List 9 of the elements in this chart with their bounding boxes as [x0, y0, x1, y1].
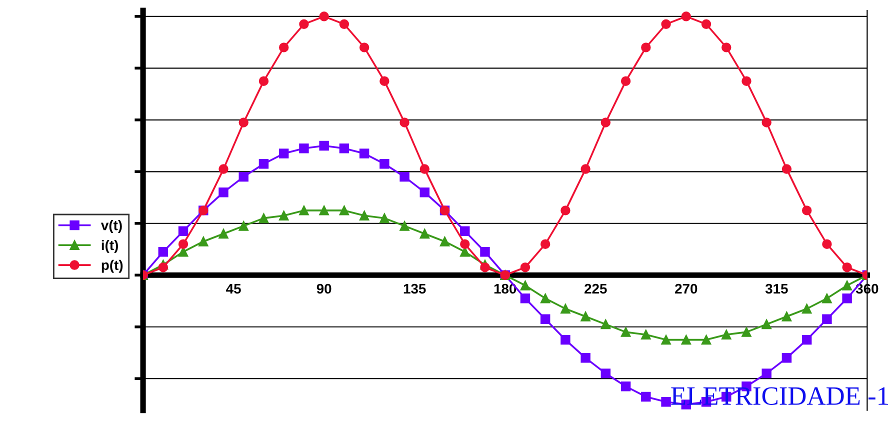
legend-label: p(t): [102, 260, 123, 273]
legend-label: i(t): [102, 240, 118, 253]
x-tick-label: 90: [316, 284, 332, 294]
x-tick-label: 45: [226, 284, 241, 294]
x-tick-label: 135: [404, 284, 426, 294]
legend-label: v(t): [100, 220, 122, 233]
x-tick-label: 315: [765, 284, 788, 294]
x-tick-label: 270: [675, 284, 698, 294]
x-tick-label: 225: [584, 284, 607, 294]
